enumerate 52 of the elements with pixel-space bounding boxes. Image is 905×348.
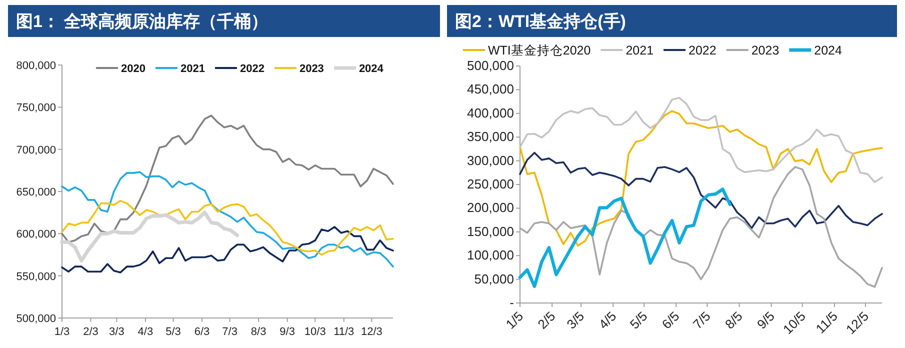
x-tick-label: 4/5 [596, 308, 620, 332]
legend-label: 2024 [358, 62, 384, 75]
chart-title: 图1： 全球高频原油库存（千桶） [16, 12, 268, 31]
y-tick-label: 700,000 [16, 144, 56, 156]
x-tick-label: 6/3 [194, 326, 210, 338]
x-tick-label: 1/3 [54, 326, 70, 338]
x-tick-label: 1/5 [502, 308, 526, 332]
y-tick-label: 750,000 [16, 102, 56, 114]
legend-label: WTI基金持仓2020 [488, 44, 591, 58]
x-tick-label: 5/5 [626, 308, 650, 332]
x-tick-label: 2/3 [83, 326, 98, 338]
legend-label: 2021 [180, 62, 205, 75]
legend-label: 2020 [121, 62, 146, 75]
y-tick-label: 600,000 [16, 228, 56, 241]
x-tick-label: 8/3 [250, 326, 266, 338]
y-tick-label: 550,000 [16, 270, 56, 283]
x-tick-label: 9/3 [280, 326, 295, 338]
y-tick-label: 350,000 [467, 129, 514, 144]
x-tick-label: 6/5 [658, 308, 682, 332]
x-tick-label: 12/3 [360, 326, 382, 338]
x-tick-label: 3/5 [564, 308, 588, 332]
legend-label: 2023 [299, 62, 324, 75]
y-tick-label: 200,000 [467, 200, 514, 216]
y-tick-label: 50,000 [474, 271, 514, 286]
y-tick-label: 250,000 [467, 176, 514, 192]
y-tick-label: 400,000 [467, 105, 514, 120]
y-tick-label: - [510, 295, 514, 310]
x-tick-label: 11/5 [812, 308, 841, 336]
x-tick-label: 10/3 [304, 326, 326, 338]
y-tick-label: 500,000 [16, 313, 56, 325]
legend-label: 2023 [751, 44, 780, 58]
y-tick-label: 500,000 [467, 58, 514, 73]
x-tick-label: 7/3 [222, 326, 238, 338]
legend-label: 2022 [688, 44, 716, 58]
x-tick-label: 8/5 [722, 308, 746, 332]
x-tick-label: 7/5 [690, 308, 714, 332]
y-tick-label: 800,000 [16, 60, 56, 72]
y-tick-label: 150,000 [467, 224, 514, 239]
y-tick-label: 100,000 [467, 248, 514, 263]
legend-label: 2024 [814, 44, 842, 58]
y-tick-label: 300,000 [467, 152, 514, 168]
y-tick-label: 450,000 [467, 82, 514, 97]
legend-label: 2022 [240, 62, 264, 75]
chart-title: 图2：WTI基金持仓(手) [455, 12, 626, 31]
x-tick-label: 4/3 [138, 326, 154, 338]
y-tick-label: 650,000 [16, 186, 56, 198]
x-tick-label: 5/3 [166, 326, 181, 338]
x-tick-label: 9/5 [754, 308, 778, 332]
x-tick-label: 3/3 [109, 326, 124, 338]
legend-label: 2021 [626, 44, 654, 58]
x-tick-label: 2/5 [534, 308, 558, 332]
x-tick-label: 11/3 [334, 326, 354, 338]
